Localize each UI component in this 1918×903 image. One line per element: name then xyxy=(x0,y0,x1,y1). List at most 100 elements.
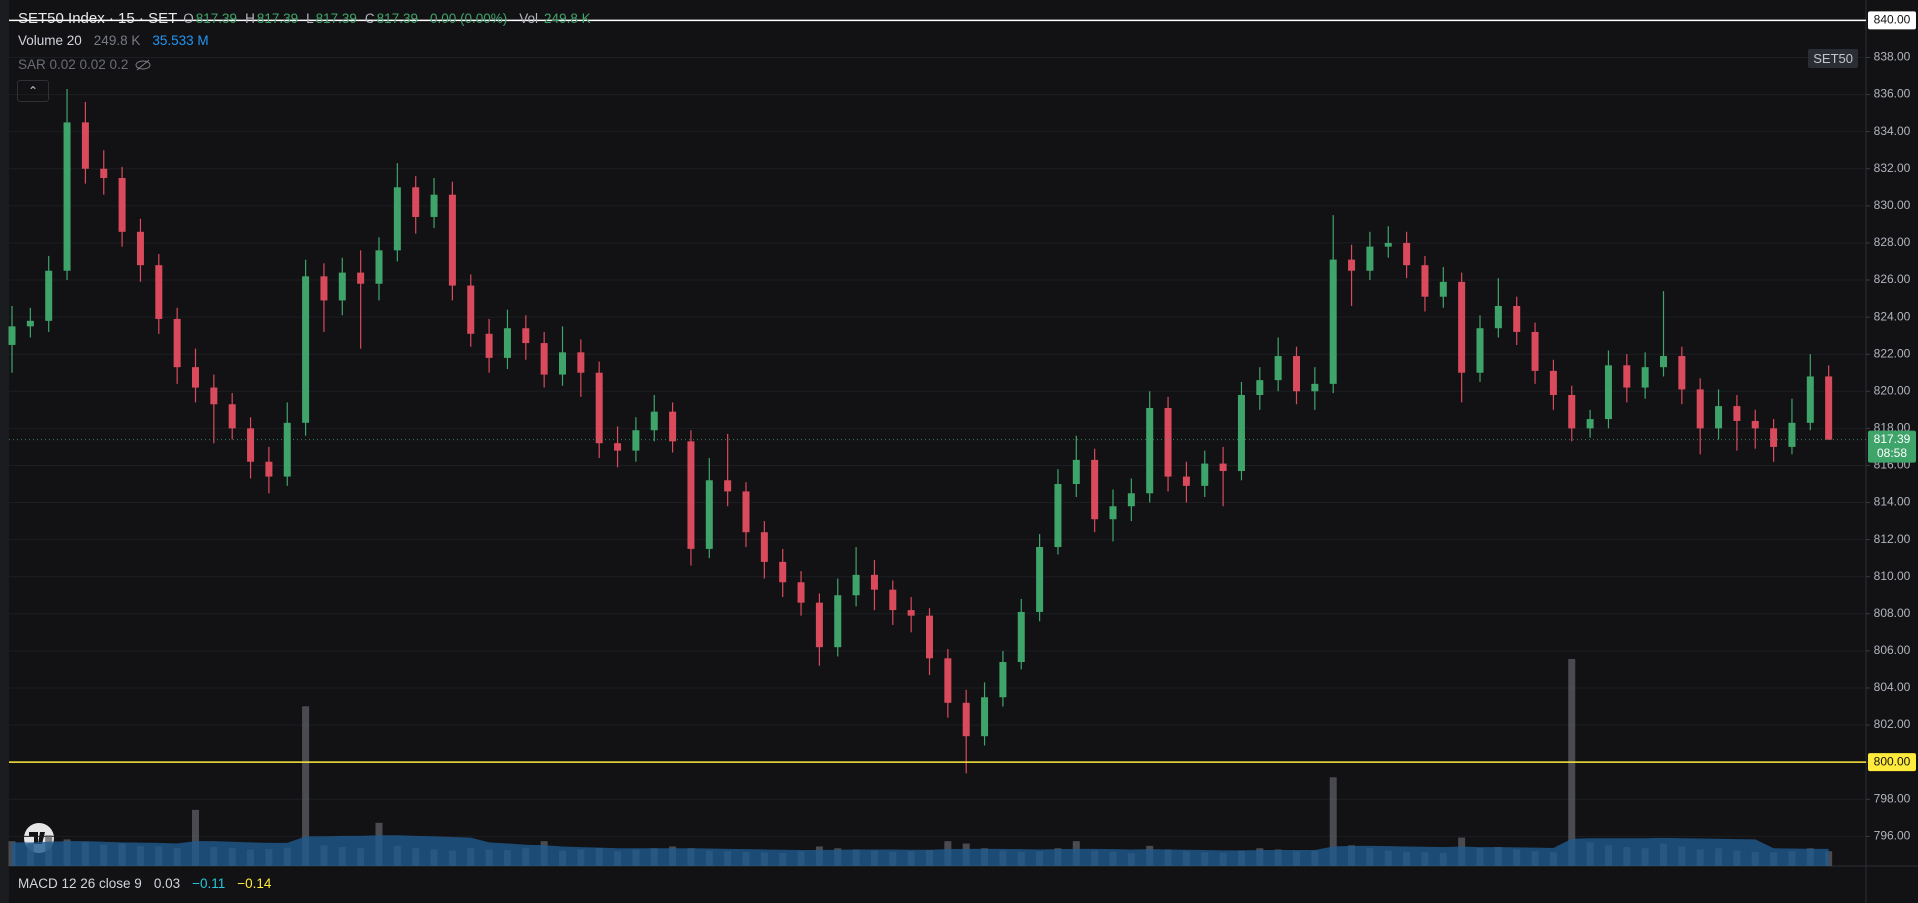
candle-body xyxy=(320,276,328,301)
y-tick-label: 810.00 xyxy=(1874,569,1911,583)
candle-body xyxy=(283,422,291,477)
candle-body xyxy=(192,367,199,388)
y-tick-label: 836.00 xyxy=(1874,87,1911,101)
candle-body xyxy=(1641,367,1649,388)
candle-body xyxy=(595,372,603,444)
eye-slash[interactable] xyxy=(137,59,150,70)
candle-body xyxy=(1182,476,1190,486)
candle-body xyxy=(669,411,677,442)
candle-body xyxy=(797,582,805,603)
candle-body xyxy=(1329,259,1337,384)
y-tick-label: 838.00 xyxy=(1874,50,1911,64)
candle-body xyxy=(1770,428,1778,447)
candle-body xyxy=(559,352,566,375)
volume-value: 35.533 M xyxy=(152,33,209,48)
macd-legend: MACD 12 26 close 9 0.03 −0.11 −0.14 xyxy=(18,876,271,891)
candle-body xyxy=(228,404,236,429)
candle-body xyxy=(1201,463,1209,486)
candle-body xyxy=(155,265,163,319)
candle-body xyxy=(338,272,346,301)
ohlc-value: 817.39 xyxy=(195,11,238,26)
candle-body xyxy=(1256,380,1264,395)
candle-body xyxy=(1127,493,1135,507)
candle-body xyxy=(815,602,823,648)
candle-body xyxy=(889,589,897,611)
candle-body xyxy=(467,285,475,334)
candle-body xyxy=(1549,370,1557,395)
candle-body xyxy=(173,318,181,368)
y-tick-label: 830.00 xyxy=(1874,198,1911,212)
candle-body xyxy=(1696,389,1704,429)
candle-body xyxy=(1091,459,1099,520)
eye[interactable] xyxy=(135,60,151,69)
candle-body xyxy=(1293,356,1300,392)
candle-body xyxy=(136,231,144,266)
candle-body xyxy=(687,441,695,549)
candle-body xyxy=(650,411,658,431)
y-tick-label: 804.00 xyxy=(1874,680,1911,694)
symbol-tag: SET50 xyxy=(1808,49,1858,68)
ohlc-value: 817.39 xyxy=(256,11,299,26)
candles xyxy=(8,89,1833,774)
candle-body xyxy=(1403,242,1411,266)
y-tick-label: 834.00 xyxy=(1874,124,1911,138)
candle-body xyxy=(265,461,273,477)
logo-glyph[interactable] xyxy=(29,832,45,844)
candle-body xyxy=(522,328,530,344)
volume-name[interactable]: Volume 20 xyxy=(18,33,82,48)
candle-body xyxy=(1072,459,1080,484)
candle-body xyxy=(375,250,383,284)
symbol-legend: SET50 Index · 15 · SET O 817.39 H 817.39 L 81… xyxy=(18,10,591,27)
sar-name[interactable]: SAR 0.02 0.02 0.2 xyxy=(18,57,129,72)
symbol-title[interactable]: SET50 Index · 15 · SET xyxy=(18,10,178,27)
y-tick-label: 828.00 xyxy=(1874,235,1911,249)
hidden-eye-icon[interactable] xyxy=(134,58,152,72)
candle-body xyxy=(999,662,1007,698)
y-tick-label: 814.00 xyxy=(1874,495,1911,509)
vol-value: 249.8 K xyxy=(544,11,591,26)
candle-body xyxy=(1458,281,1466,373)
volume-bar xyxy=(192,809,199,866)
candle-body xyxy=(1604,365,1612,420)
ohlc-label: O xyxy=(183,11,194,26)
price-label: 840.00 xyxy=(1874,13,1911,27)
candle-body xyxy=(45,270,53,321)
ohlc-label: C xyxy=(364,11,375,26)
candle-body xyxy=(1586,419,1594,429)
candle-body xyxy=(357,272,365,284)
candle-body xyxy=(1384,242,1392,247)
macd-name[interactable]: MACD 12 26 close 9 xyxy=(18,876,142,891)
candle-body xyxy=(724,480,732,492)
candle-body xyxy=(1348,259,1356,271)
candle-body xyxy=(448,194,456,286)
price-label-box xyxy=(1868,753,1916,772)
change: 0.00 (0.00%) xyxy=(429,11,508,26)
candle-body xyxy=(614,443,622,451)
candle-body xyxy=(302,276,310,423)
candle-body xyxy=(393,187,401,251)
grid: 796.00 798.00 800.00 802.00 804.00 806.00 808.… xyxy=(9,50,1911,843)
candle-body xyxy=(632,430,640,451)
candle-body xyxy=(577,352,585,373)
candle-body xyxy=(1237,394,1245,472)
candle-body xyxy=(1806,376,1814,423)
candle-body xyxy=(81,122,89,169)
candle-body xyxy=(962,702,970,737)
y-tick-label: 820.00 xyxy=(1874,383,1911,397)
collapse-button[interactable]: ⌃ xyxy=(17,80,49,102)
price-label-box xyxy=(1868,11,1916,30)
ohlc-value: 817.39 xyxy=(376,11,418,26)
y-tick-label: 806.00 xyxy=(1874,643,1911,657)
candle-body xyxy=(1623,365,1631,388)
y-tick-label: 824.00 xyxy=(1874,309,1911,323)
candle-body xyxy=(926,615,933,659)
ohlc-value: 817.39 xyxy=(315,11,357,26)
candle-body xyxy=(1733,406,1741,421)
candle-body xyxy=(118,178,126,232)
candle-body xyxy=(1054,483,1062,548)
candle-body xyxy=(1146,407,1154,494)
candle-body xyxy=(779,561,787,583)
volume-bar xyxy=(1329,777,1337,866)
